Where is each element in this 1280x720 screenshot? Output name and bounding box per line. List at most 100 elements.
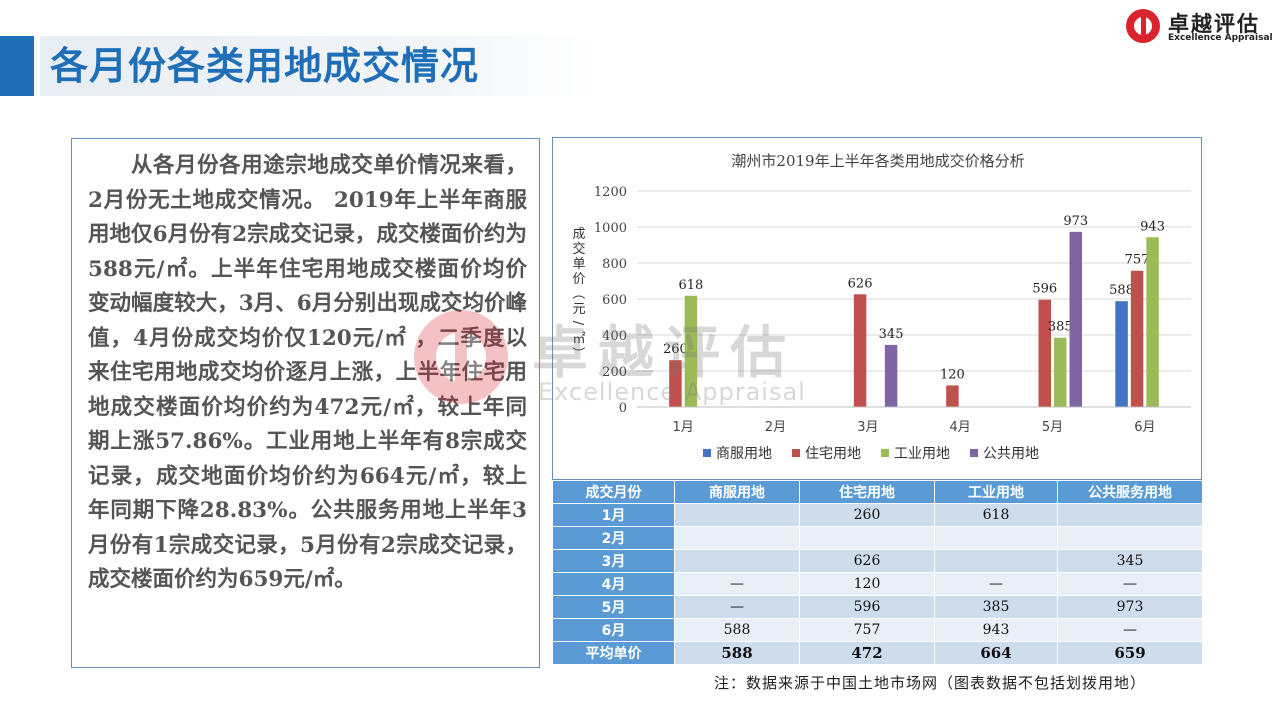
table-cell-residential: 626 [799,549,935,573]
title-accent-bar [0,36,34,96]
table-cell-public: 345 [1057,549,1203,573]
table-row-label: 6月 [552,618,675,642]
table-cell-commercial: — [674,572,800,596]
bar-chart: 潮州市2019年上半年各类用地成交价格分析 0 200 400 600 800 1000 12… [552,137,1202,480]
y-tick-label: 800 [602,257,627,272]
table-header-month: 成交月份 [552,480,675,504]
table-row-label: 3月 [552,549,675,573]
x-tick-label: 2月 [765,420,786,435]
table-cell-public [1057,503,1203,527]
table-cell-public: 659 [1057,641,1203,665]
data-label: 618 [679,278,704,293]
y-tick-label: 200 [602,365,627,380]
table-row-label: 5月 [552,595,675,619]
data-label: 345 [879,327,904,342]
y-axis-label-char: 元 [572,302,585,317]
data-label: 943 [1140,219,1165,234]
analysis-paragraph: 从各月份各用途宗地成交单价情况来看，2月份无土地成交情况。 2019年上半年商服… [88,153,527,592]
data-label: 757 [1125,253,1150,268]
legend-label: 工业用地 [894,446,950,462]
bar [1054,337,1067,407]
table-cell-residential: 596 [799,595,935,619]
table-cell-commercial: 588 [674,618,800,642]
bar [1115,301,1128,407]
table-header-industrial: 工业用地 [934,480,1058,504]
table-row: 3月 626 345 [552,549,1203,573]
table-cell-commercial: 588 [674,641,800,665]
table-cell-industrial: 664 [934,641,1058,665]
table-cell-public: — [1057,572,1203,596]
legend-swatch [703,449,711,457]
data-label: 260 [663,342,688,357]
bar [1069,231,1082,407]
y-axis-label-char: （ [570,286,585,299]
table-row-label: 平均单价 [552,641,675,665]
table-header-public: 公共服务用地 [1057,480,1203,504]
data-label: 588 [1109,283,1134,298]
bar [1146,237,1159,407]
table-cell-residential: 260 [799,503,935,527]
x-tick-label: 3月 [857,420,878,435]
company-logo: 卓越评估 Excellence Appraisal [1126,6,1276,46]
table-cell-public: 973 [1057,595,1203,619]
table-cell-industrial: 385 [934,595,1058,619]
table-cell-industrial: 618 [934,503,1058,527]
legend-label: 公共用地 [983,446,1039,462]
legend-swatch [970,449,978,457]
bar [884,344,898,407]
table-cell-commercial [674,526,800,550]
data-label: 626 [848,276,873,291]
table-cell-industrial: 943 [934,618,1058,642]
table-header-commercial: 商服用地 [674,480,800,504]
table-row: 1月 260 618 [552,503,1203,527]
page-title: 各月份各类用地成交情况 [50,44,480,88]
y-tick-label: 0 [619,401,627,416]
y-tick-label: 1000 [594,221,627,236]
y-axis-label-char: 成 [572,227,585,242]
table-average-row: 平均单价 588 472 664 659 [552,641,1203,665]
table-row-label: 4月 [552,572,675,596]
chart-canvas: 潮州市2019年上半年各类用地成交价格分析 0 200 400 600 800 1000 12… [570,152,1191,462]
y-axis-label-char: 单 [572,257,585,272]
logo-chinese-name: 卓越评估 [1168,12,1260,36]
x-tick-label: 6月 [1134,420,1155,435]
data-label: 385 [1048,320,1073,335]
table-cell-commercial [674,549,800,573]
bar [853,294,867,407]
table-header-residential: 住宅用地 [799,480,935,504]
table-cell-commercial [674,503,800,527]
source-note: 注：数据来源于中国土地市场网（图表数据不包括划拨用地） [714,674,1147,692]
table-cell-public [1057,526,1203,550]
table-row: 2月 [552,526,1203,550]
table-row-label: 1月 [552,503,675,527]
chart-title: 潮州市2019年上半年各类用地成交价格分析 [731,152,1024,170]
data-label: 973 [1063,214,1088,229]
table-cell-residential: 472 [799,641,935,665]
table-cell-industrial: — [934,572,1058,596]
table-cell-commercial: — [674,595,800,619]
price-table: 成交月份 商服用地 住宅用地 工业用地 公共服务用地 1月 260 618 2月 3月 6… [552,480,1203,665]
y-axis-label-char: 价 [572,272,585,287]
table-cell-residential: 120 [799,572,935,596]
bar [684,295,698,407]
legend-swatch [881,449,889,457]
legend-label: 商服用地 [716,446,772,462]
table-row: 5月 —596 385 973 [552,595,1203,619]
bar [669,360,682,407]
table-cell-industrial [934,549,1058,573]
y-tick-label: 1200 [594,185,627,200]
analysis-text-box: 从各月份各用途宗地成交单价情况来看，2月份无土地成交情况。 2019年上半年商服… [71,138,540,668]
x-tick-label: 4月 [950,420,971,435]
x-tick-label: 1月 [673,420,694,435]
table-cell-public: — [1057,618,1203,642]
table-cell-residential [799,526,935,550]
table-row-label: 2月 [552,526,675,550]
x-tick-label: 5月 [1042,420,1063,435]
legend-label: 住宅用地 [805,446,861,462]
table-row: 4月 —120— — [552,572,1203,596]
legend-swatch [792,449,800,457]
table-cell-residential: 757 [799,618,935,642]
data-label: 120 [940,367,965,382]
y-axis-label-char: ㎡ [572,332,585,347]
y-axis-label-char: 交 [572,241,585,257]
